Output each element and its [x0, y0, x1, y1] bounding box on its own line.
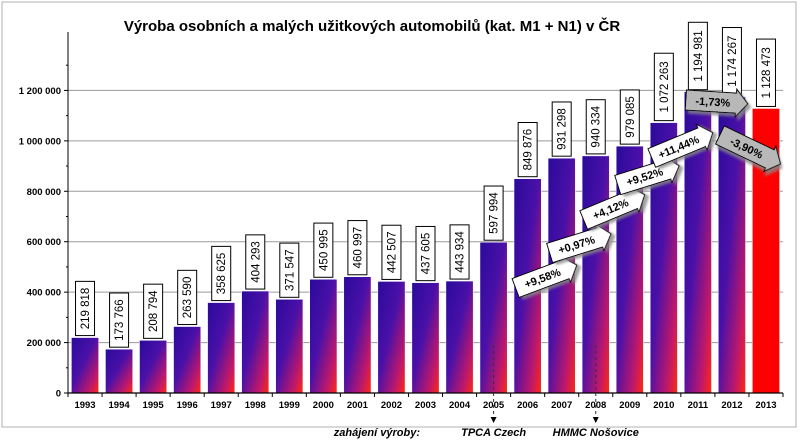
change-arrow: +0,97% [546, 222, 612, 264]
value-label: 404 293 [250, 241, 262, 283]
value-label: 979 085 [625, 96, 637, 138]
x-tick-label: 1997 [211, 400, 232, 411]
value-label-box [143, 283, 164, 339]
y-tick-label: 600 000 [27, 237, 61, 248]
change-arrow-label: -1,73% [695, 96, 731, 110]
value-label: 437 605 [421, 233, 433, 275]
value-label: 371 547 [284, 249, 296, 291]
value-label: 1 194 981 [693, 30, 705, 81]
x-tick-label: 1996 [177, 400, 198, 411]
value-label: 263 590 [182, 277, 194, 319]
change-arrow: -1,73% [684, 87, 749, 119]
value-label-box [381, 224, 402, 280]
x-tick-label: 2003 [415, 400, 436, 411]
change-arrow-shape [647, 123, 714, 168]
bar [445, 280, 474, 394]
value-label: 1 072 263 [659, 61, 671, 112]
value-label-box [687, 21, 708, 91]
value-label-box [279, 242, 300, 298]
y-tick-label: 1 200 000 [19, 86, 61, 97]
value-label: 450 995 [318, 229, 330, 271]
bar [241, 290, 270, 394]
x-tick-label: 2009 [619, 400, 640, 411]
x-tick-label: 2007 [551, 400, 572, 411]
x-tick-label: 2004 [449, 400, 471, 411]
x-tick-label: 2001 [347, 400, 369, 411]
change-arrow: -3,90% [714, 125, 782, 173]
bar [207, 302, 236, 394]
bar [173, 326, 202, 394]
value-label-box [75, 280, 96, 337]
bar [343, 276, 372, 394]
x-tick-label: 2006 [517, 400, 538, 411]
change-arrow-shape [546, 222, 612, 264]
value-label: 442 507 [386, 232, 398, 274]
value-label-box [347, 220, 368, 276]
annotation-label: zahájení výroby: [333, 427, 421, 439]
value-label: 1 174 267 [727, 36, 739, 87]
value-label-box [653, 52, 674, 122]
value-label: 208 794 [148, 290, 160, 332]
y-tick-label: 400 000 [27, 288, 61, 299]
change-arrow-shape [714, 125, 782, 173]
x-tick-label: 1994 [109, 400, 131, 411]
x-tick-label: 1998 [245, 400, 266, 411]
x-tick-label: 2011 [688, 400, 709, 411]
bar [71, 337, 99, 394]
value-label-box [449, 224, 470, 280]
bar [309, 279, 338, 394]
annotation-marker [490, 417, 497, 423]
value-label-box [585, 99, 606, 155]
value-label: 219 818 [80, 288, 92, 330]
y-tick-label: 1 000 000 [19, 136, 61, 147]
annotation-marker [592, 417, 599, 423]
x-tick-label: 2013 [755, 400, 776, 411]
x-tick-label: 2000 [313, 400, 334, 411]
bar [411, 282, 440, 394]
value-label-box [415, 225, 436, 282]
chart-title: Výroba osobních a malých užitkových auto… [124, 17, 621, 35]
value-label-box [245, 234, 266, 290]
value-label-box [313, 222, 334, 278]
annotation-label: HMMC Nošovice [553, 427, 639, 439]
value-label: 358 625 [216, 253, 228, 295]
value-label: 940 334 [591, 105, 603, 147]
x-tick-label: 2012 [721, 400, 742, 411]
value-label: 849 876 [523, 129, 535, 171]
value-label-box [619, 89, 640, 145]
x-tick-label: 1993 [74, 400, 95, 411]
y-tick-label: 800 000 [27, 187, 61, 198]
x-tick-label: 1995 [143, 400, 165, 411]
x-tick-label: 2002 [381, 400, 402, 411]
value-label-box [755, 38, 776, 107]
bar [139, 340, 167, 394]
y-tick-label: 200 000 [27, 338, 61, 349]
value-label: 460 997 [352, 227, 364, 269]
change-arrow-shape [684, 87, 749, 119]
x-tick-label: 1999 [279, 400, 300, 411]
value-label: 443 934 [455, 231, 467, 273]
value-label: 931 298 [557, 108, 569, 150]
x-tick-label: 2010 [653, 400, 674, 411]
bar [105, 348, 133, 394]
value-label: 1 128 473 [761, 47, 773, 98]
y-tick-label: 0 [56, 389, 61, 400]
value-label-box [177, 269, 198, 326]
value-label-box [109, 292, 130, 348]
value-label-box [483, 185, 504, 241]
value-label: 173 766 [114, 299, 126, 341]
value-label: 597 994 [489, 192, 501, 234]
bar [377, 281, 406, 394]
value-label-box [551, 101, 572, 157]
value-label-box [517, 122, 538, 178]
value-label-box [211, 245, 232, 302]
bar [275, 299, 304, 394]
annotation-label: TPCA Czech [461, 427, 526, 439]
